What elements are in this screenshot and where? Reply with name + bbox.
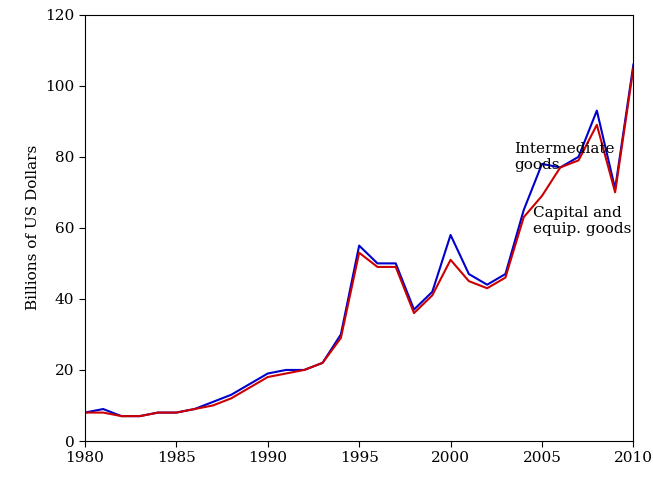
Text: Intermediate
goods: Intermediate goods bbox=[515, 142, 615, 172]
Y-axis label: Billions of US Dollars: Billions of US Dollars bbox=[25, 145, 40, 311]
Text: Capital and
equip. goods: Capital and equip. goods bbox=[533, 206, 631, 236]
